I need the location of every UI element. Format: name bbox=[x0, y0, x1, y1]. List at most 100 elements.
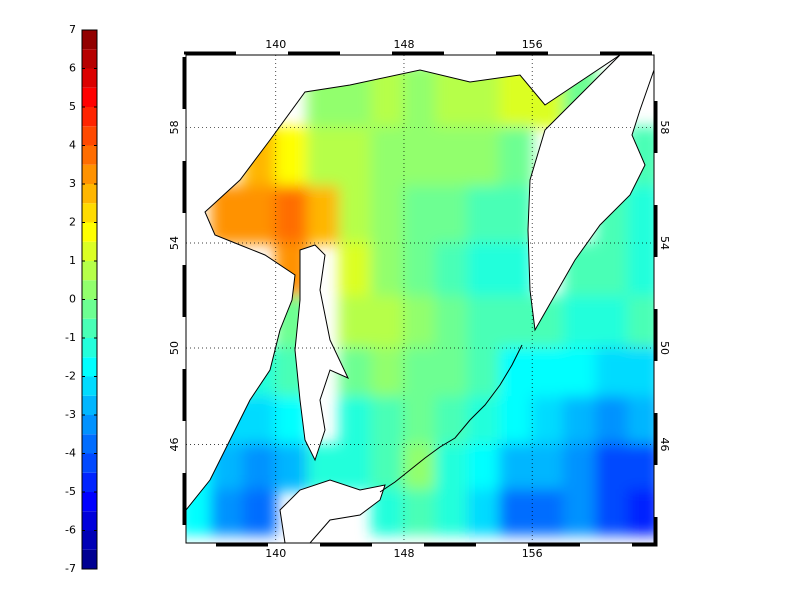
field-cell bbox=[531, 396, 566, 446]
colorbar-tick-label: 1 bbox=[69, 254, 76, 267]
colorbar-segment bbox=[82, 145, 97, 165]
field-cell bbox=[402, 242, 438, 298]
field-cell bbox=[563, 396, 598, 446]
field-cell bbox=[499, 185, 534, 245]
field-cell bbox=[274, 443, 309, 492]
map-border bbox=[182, 51, 658, 547]
field-cell bbox=[467, 489, 502, 536]
y-tick-label-left: 58 bbox=[168, 120, 181, 134]
x-tick-label-bottom: 140 bbox=[265, 547, 286, 560]
colorbar-tick-label: -2 bbox=[65, 370, 76, 383]
field-cell bbox=[595, 443, 630, 492]
field-cell bbox=[435, 346, 470, 399]
colorbar-segment bbox=[82, 241, 97, 261]
colorbar-tick-label: -3 bbox=[65, 408, 76, 421]
field-cell bbox=[402, 346, 438, 399]
field-cell bbox=[402, 489, 438, 536]
field-cell bbox=[242, 443, 277, 492]
field-cell bbox=[467, 295, 502, 349]
field-cell bbox=[338, 295, 373, 349]
colorbar-segment bbox=[82, 492, 97, 512]
colorbar-segment bbox=[82, 280, 97, 300]
field-cell bbox=[531, 489, 566, 536]
colorbar-tick-label: 0 bbox=[69, 293, 76, 306]
field-cell bbox=[370, 185, 405, 245]
field-cell bbox=[499, 443, 534, 492]
x-tick-label-top: 148 bbox=[393, 38, 414, 51]
colorbar-tick-label: -1 bbox=[65, 331, 76, 344]
colorbar-tick-label: 5 bbox=[69, 100, 76, 113]
field-cell bbox=[563, 295, 598, 349]
coastlines bbox=[186, 55, 654, 543]
colorbar-segment bbox=[82, 511, 97, 531]
colorbar-segment bbox=[82, 472, 97, 492]
field-cell bbox=[435, 126, 470, 188]
field-cell bbox=[338, 443, 373, 492]
field-cell bbox=[627, 443, 654, 492]
x-tick-label-top: 140 bbox=[265, 38, 286, 51]
field-cell bbox=[338, 185, 373, 245]
y-tick-label-right: 46 bbox=[658, 438, 671, 452]
field-cell bbox=[467, 185, 502, 245]
field-cell bbox=[467, 346, 502, 399]
field-cell bbox=[242, 185, 277, 245]
colorbar-segment bbox=[82, 318, 97, 338]
field-cell bbox=[627, 396, 654, 446]
colorbar-segment bbox=[82, 357, 97, 377]
kamchatka bbox=[527, 55, 654, 332]
colorbar-segment bbox=[82, 164, 97, 184]
colorbar-segment bbox=[82, 549, 97, 569]
field-cell bbox=[306, 185, 341, 245]
colorbar-segment bbox=[82, 68, 97, 88]
field-cell bbox=[627, 489, 654, 536]
colorbar-segment bbox=[82, 453, 97, 473]
field-cell bbox=[370, 126, 405, 188]
field-cell bbox=[402, 443, 438, 492]
field-cell bbox=[370, 295, 405, 349]
field-cell bbox=[563, 489, 598, 536]
colorbar-segment bbox=[82, 107, 97, 127]
field-cell bbox=[306, 126, 341, 188]
colorbar-segment bbox=[82, 338, 97, 358]
x-tick-label-bottom: 156 bbox=[522, 547, 543, 560]
field-cell bbox=[435, 489, 470, 536]
mainland bbox=[186, 55, 621, 511]
y-tick-label-right: 58 bbox=[658, 120, 671, 134]
field-cell bbox=[435, 443, 470, 492]
field-cell bbox=[499, 295, 534, 349]
field-cell bbox=[595, 489, 630, 536]
field-cell bbox=[370, 242, 405, 298]
field-cell bbox=[563, 346, 598, 399]
field-cell bbox=[627, 295, 654, 349]
field-cell bbox=[435, 396, 470, 446]
colorbar-segment bbox=[82, 30, 97, 50]
field-cell bbox=[370, 396, 405, 446]
field-cell bbox=[499, 489, 534, 536]
colorbar-tick-label: 6 bbox=[69, 62, 76, 75]
colorbar-tick-label: -6 bbox=[65, 524, 76, 537]
y-tick-label-left: 50 bbox=[168, 341, 181, 355]
colorbar-segment bbox=[82, 434, 97, 454]
field-cell bbox=[370, 346, 405, 399]
field-cell bbox=[467, 242, 502, 298]
sakhalin bbox=[294, 244, 350, 462]
map-frame bbox=[185, 54, 655, 544]
y-tick-label-left: 54 bbox=[168, 236, 181, 250]
field-cell bbox=[467, 443, 502, 492]
field-cell bbox=[595, 295, 630, 349]
field-cell bbox=[435, 185, 470, 245]
colorbar-segment bbox=[82, 87, 97, 107]
field-cell bbox=[274, 185, 309, 245]
field-cell bbox=[595, 396, 630, 446]
x-tick-label-bottom: 148 bbox=[393, 547, 414, 560]
field-cell bbox=[499, 242, 534, 298]
colorbar-tick-label: -4 bbox=[65, 447, 76, 460]
field-cell bbox=[467, 126, 502, 188]
field-cell bbox=[274, 126, 309, 188]
field-cell bbox=[402, 295, 438, 349]
field-cell bbox=[435, 242, 470, 298]
field-cell bbox=[402, 185, 438, 245]
colorbar-segment bbox=[82, 261, 97, 281]
field-cell bbox=[242, 396, 277, 446]
